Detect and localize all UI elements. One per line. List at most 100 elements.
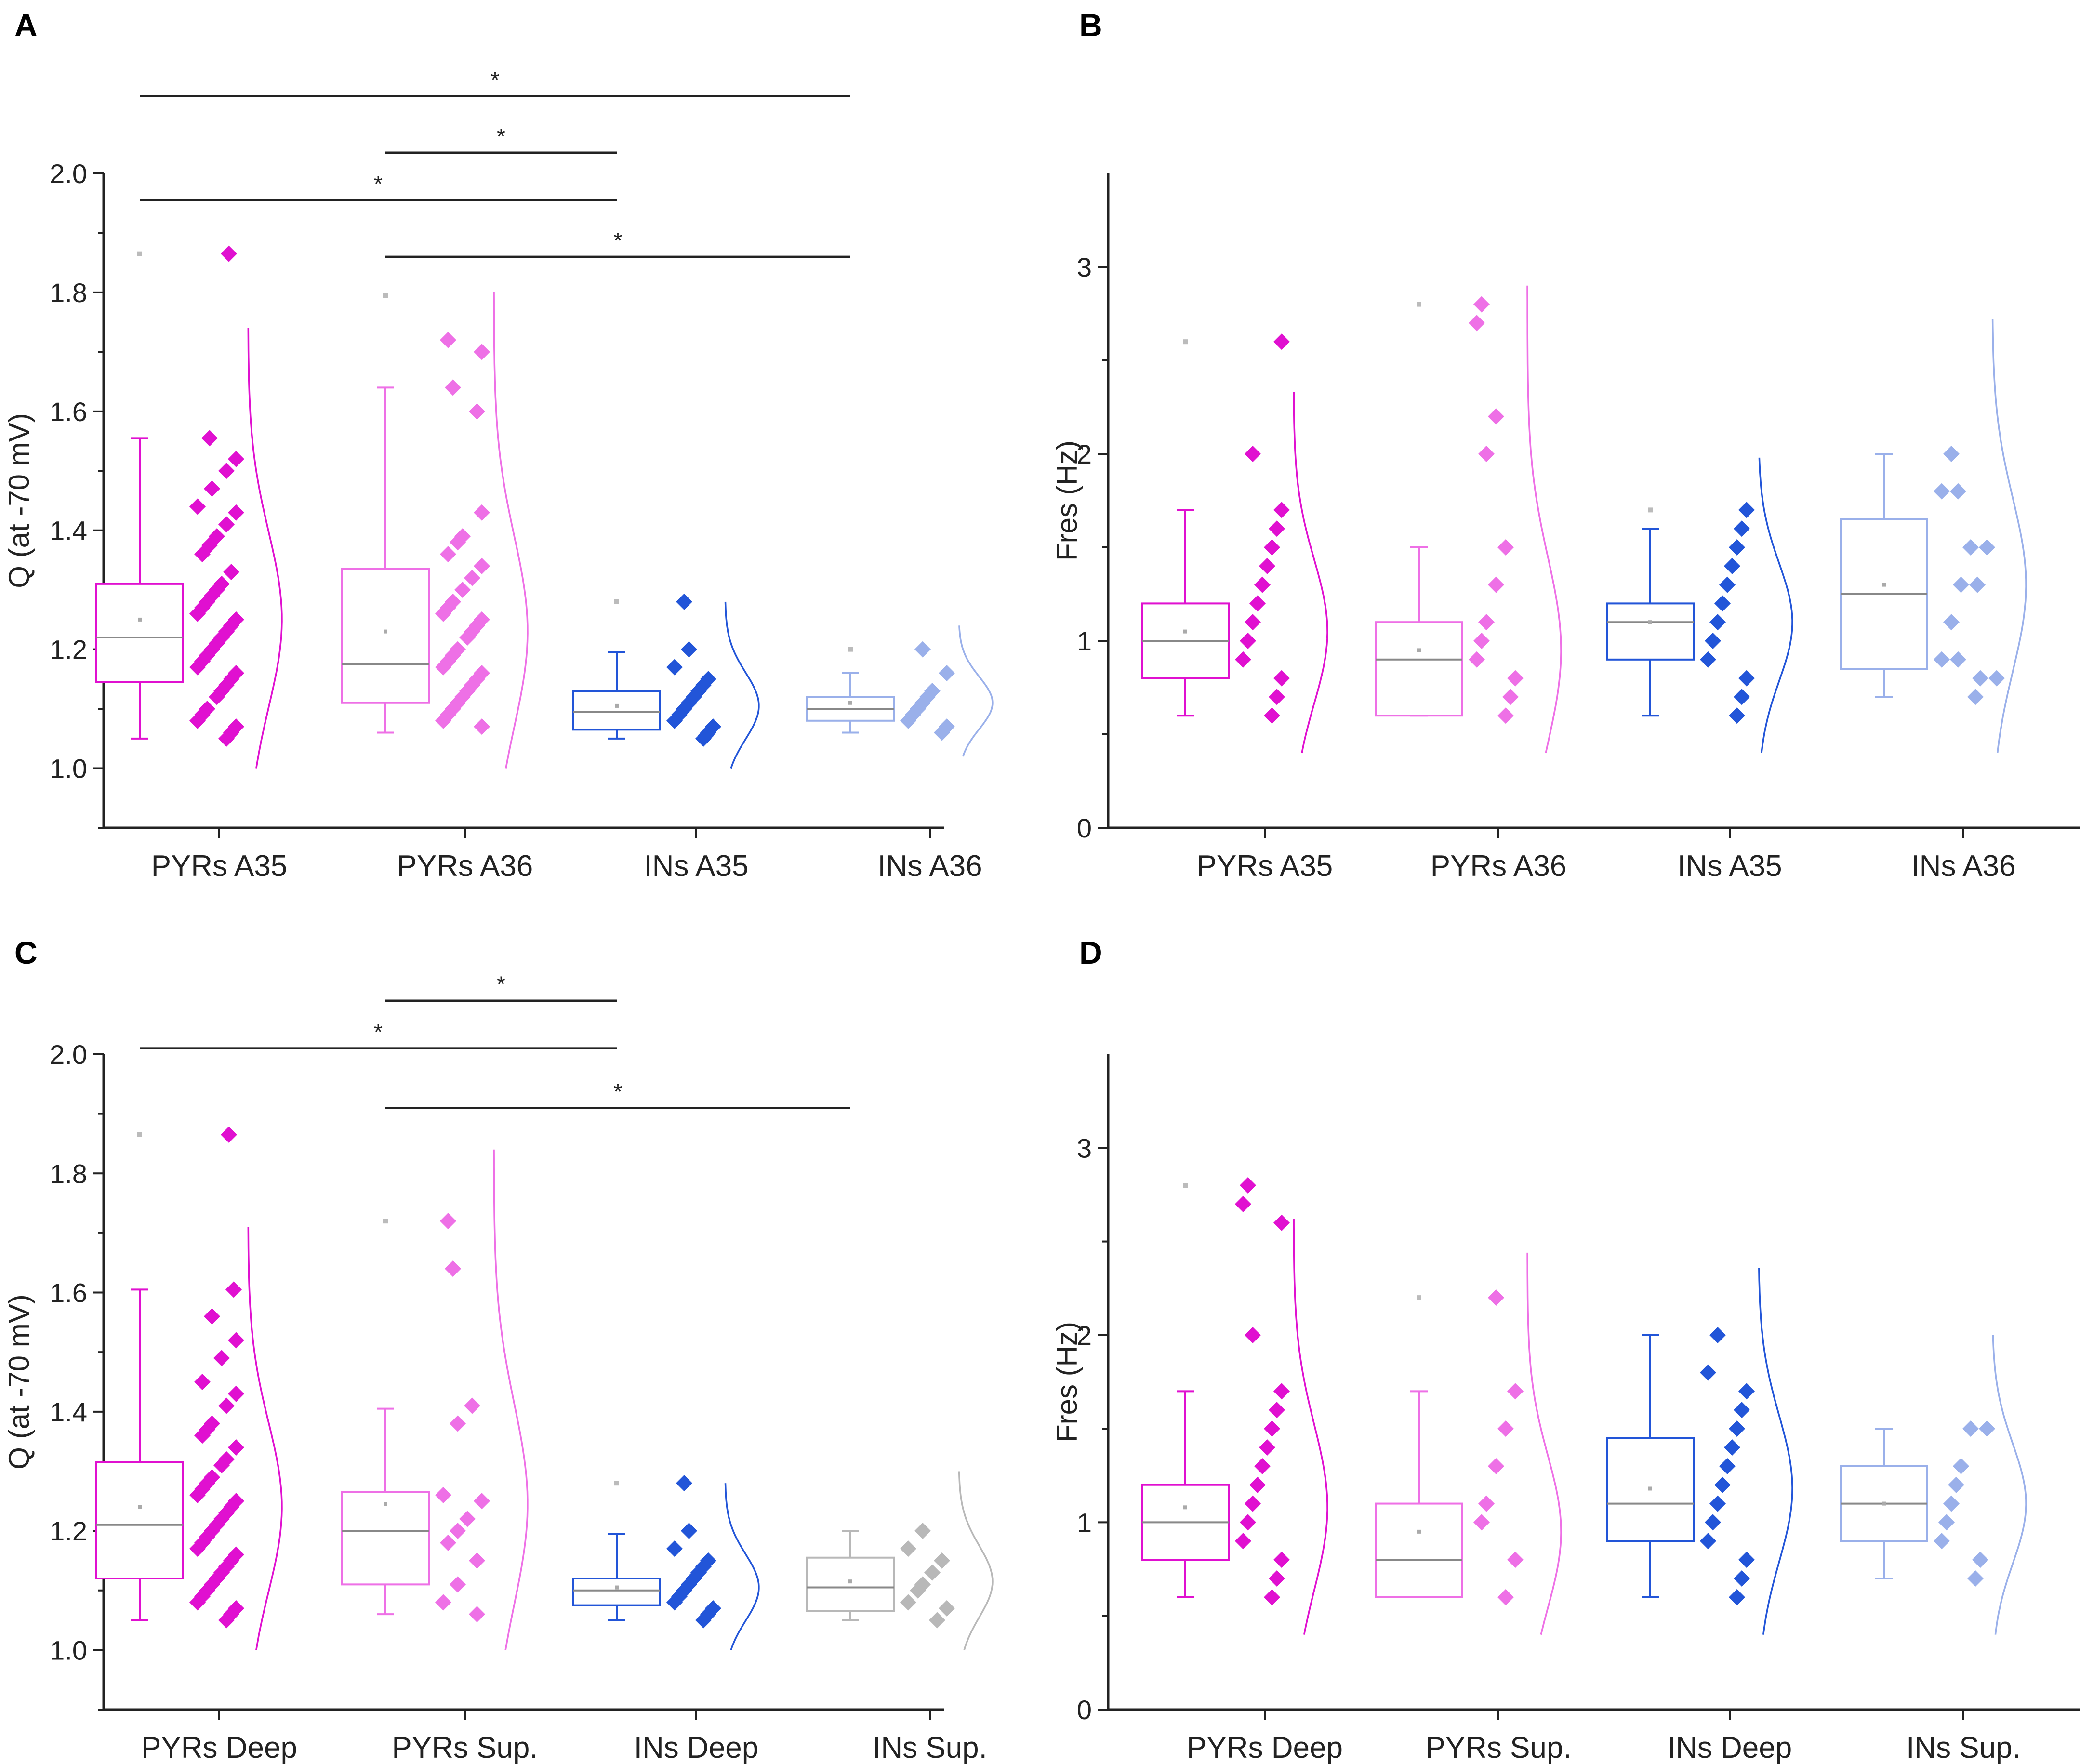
- panel-c-data-point: [194, 1374, 211, 1390]
- panel-d-data-point: [1724, 1439, 1740, 1456]
- panel-d-data-point: [1734, 1402, 1750, 1419]
- panel-d-series-0: [1141, 1177, 1328, 1635]
- panel-c-data-point: [666, 1594, 683, 1611]
- panel-b-data-point: [1969, 576, 1986, 593]
- panel-b-data-point: [1738, 502, 1755, 518]
- panel-c-data-point: [934, 1552, 950, 1569]
- panel-c-data-point: [213, 1457, 230, 1474]
- panel-c-data-point: [204, 1308, 220, 1325]
- panel-d-data-point: [1269, 1402, 1285, 1419]
- panel-d-data-point: [1700, 1533, 1716, 1550]
- panel-a-data-point: [666, 712, 683, 729]
- panel-b-data-point: [1943, 614, 1960, 631]
- panel-a-data-point: [221, 245, 237, 262]
- panel-d-data-point: [1507, 1552, 1524, 1568]
- panel-a-data-point: [914, 641, 931, 658]
- panel-b-data-point: [1473, 633, 1490, 649]
- panel-c-density-curve: [724, 1483, 760, 1650]
- panel-a-significance-star: *: [374, 172, 383, 197]
- panel-d-data-point: [1273, 1552, 1290, 1568]
- panel-c-data-point: [469, 1552, 485, 1569]
- panel-c-data-point: [924, 1564, 941, 1581]
- panel-c-data-point: [228, 1439, 244, 1456]
- panel-c-density-curve: [247, 1227, 283, 1650]
- panel-c-y-axis-title: Q (at -70 mV): [3, 1294, 35, 1469]
- panel-b-series-0: [1141, 333, 1328, 754]
- panel-d-data-point: [1245, 1326, 1261, 1343]
- panel-b-mean-marker: [1417, 648, 1421, 652]
- panel-a-density-curve: [247, 328, 283, 769]
- panel-a-data-point: [459, 629, 476, 646]
- panel-c-data-point: [221, 1126, 237, 1143]
- panel-c-category-label: PYRs Deep: [141, 1731, 297, 1764]
- panel-b-mean-marker: [1648, 620, 1652, 624]
- panel-c-mean-marker: [138, 1505, 142, 1509]
- panel-a-y-tick-label: 1.4: [50, 516, 87, 546]
- panel-a-data-point: [676, 593, 692, 610]
- panel-c-data-point: [445, 1260, 461, 1277]
- panel-a-data-point: [189, 712, 206, 729]
- panel-a-data-point: [218, 516, 235, 533]
- panel-d-data-point: [1249, 1476, 1266, 1493]
- panel-a-category-label: PYRs A35: [151, 849, 288, 883]
- panel-b-series-2: [1606, 457, 1793, 754]
- panel-b-density-curve: [1526, 285, 1562, 754]
- panel-d-data-point: [1734, 1570, 1750, 1587]
- panel-b-data-point: [1950, 651, 1966, 668]
- panel-a-data-point: [440, 332, 456, 348]
- panel-d: D 0 1 2 3 Fres (Hz) PYRs Deep PYRs Sup. INs Dee…: [1051, 935, 2080, 1764]
- panel-d-y-tick-label: 0: [1077, 1695, 1092, 1725]
- panel-a: A 1.0 1.2 1.4 1.6 1.8 2.0 Q (at -70 mV) PYRs A3…: [3, 7, 994, 883]
- panel-a-y-tick-label: 2.0: [50, 159, 87, 189]
- panel-a-data-point: [474, 504, 490, 521]
- panel-c-category-label: INs Deep: [634, 1731, 758, 1764]
- panel-a-mean-marker: [138, 617, 142, 622]
- panel-b-data-point: [1273, 502, 1290, 518]
- panel-d-category-label: PYRs Sup.: [1425, 1731, 1571, 1764]
- panel-d-data-point: [1273, 1214, 1290, 1231]
- panel-a-data-point: [440, 546, 456, 563]
- panel-c-data-point: [435, 1594, 451, 1611]
- panel-a-data-point: [209, 689, 225, 705]
- panel-d-data-point: [1235, 1195, 1251, 1212]
- panel-d-data-point: [1967, 1570, 1984, 1587]
- panel-d-data-point: [1235, 1533, 1251, 1550]
- panel-d-data-point: [1497, 1420, 1514, 1437]
- panel-a-significance-star: *: [497, 124, 505, 149]
- panel-d-data-point: [1729, 1589, 1745, 1605]
- panel-d-data-point: [1264, 1589, 1280, 1605]
- panel-a-y-tick-label: 1.2: [50, 635, 87, 665]
- panel-a-y-tick-label: 1.6: [50, 397, 87, 427]
- panel-b-data-point: [1734, 689, 1750, 705]
- panel-c-data-point: [450, 1523, 466, 1539]
- panel-b-data-point: [1473, 296, 1490, 313]
- panel-d-box: [1375, 1502, 1463, 1598]
- panel-d-data-point: [1259, 1439, 1275, 1456]
- panel-b-y-axis-title: Fres (Hz): [1051, 440, 1083, 561]
- panel-c-category-label: PYRs Sup.: [392, 1731, 538, 1764]
- panel-b-data-point: [1738, 670, 1755, 687]
- panel-b-data-point: [1734, 520, 1750, 537]
- panel-a-label: A: [14, 7, 38, 43]
- panel-d-y-tick-label: 2: [1077, 1320, 1092, 1351]
- panel-c-series-3: [806, 1471, 994, 1650]
- panel-a-category-label: INs A36: [877, 849, 982, 883]
- panel-d-data-point: [1264, 1420, 1280, 1437]
- panel-a-data-point: [445, 379, 461, 396]
- panel-c-data-point: [218, 1612, 235, 1629]
- panel-c-mean-marker: [615, 1585, 619, 1590]
- panel-d-data-point: [1709, 1326, 1726, 1343]
- panel-b-y-tick-label: 0: [1077, 813, 1092, 843]
- panel-c-box: [806, 1556, 895, 1613]
- panel-c-density-curve: [493, 1149, 529, 1650]
- panel-d-data-point: [1240, 1177, 1256, 1194]
- panel-a-series-0: [95, 245, 283, 769]
- panel-c-data-point: [450, 1576, 466, 1593]
- panel-a-y-axis-title: Q (at -70 mV): [3, 413, 35, 588]
- panel-b-data-point: [1709, 614, 1726, 631]
- panel-b-data-point: [1245, 446, 1261, 462]
- panel-d-data-point: [1938, 1514, 1955, 1531]
- panel-a-data-point: [474, 718, 490, 735]
- panel-b-data-point: [1259, 557, 1275, 574]
- panel-d-data-point: [1488, 1289, 1504, 1306]
